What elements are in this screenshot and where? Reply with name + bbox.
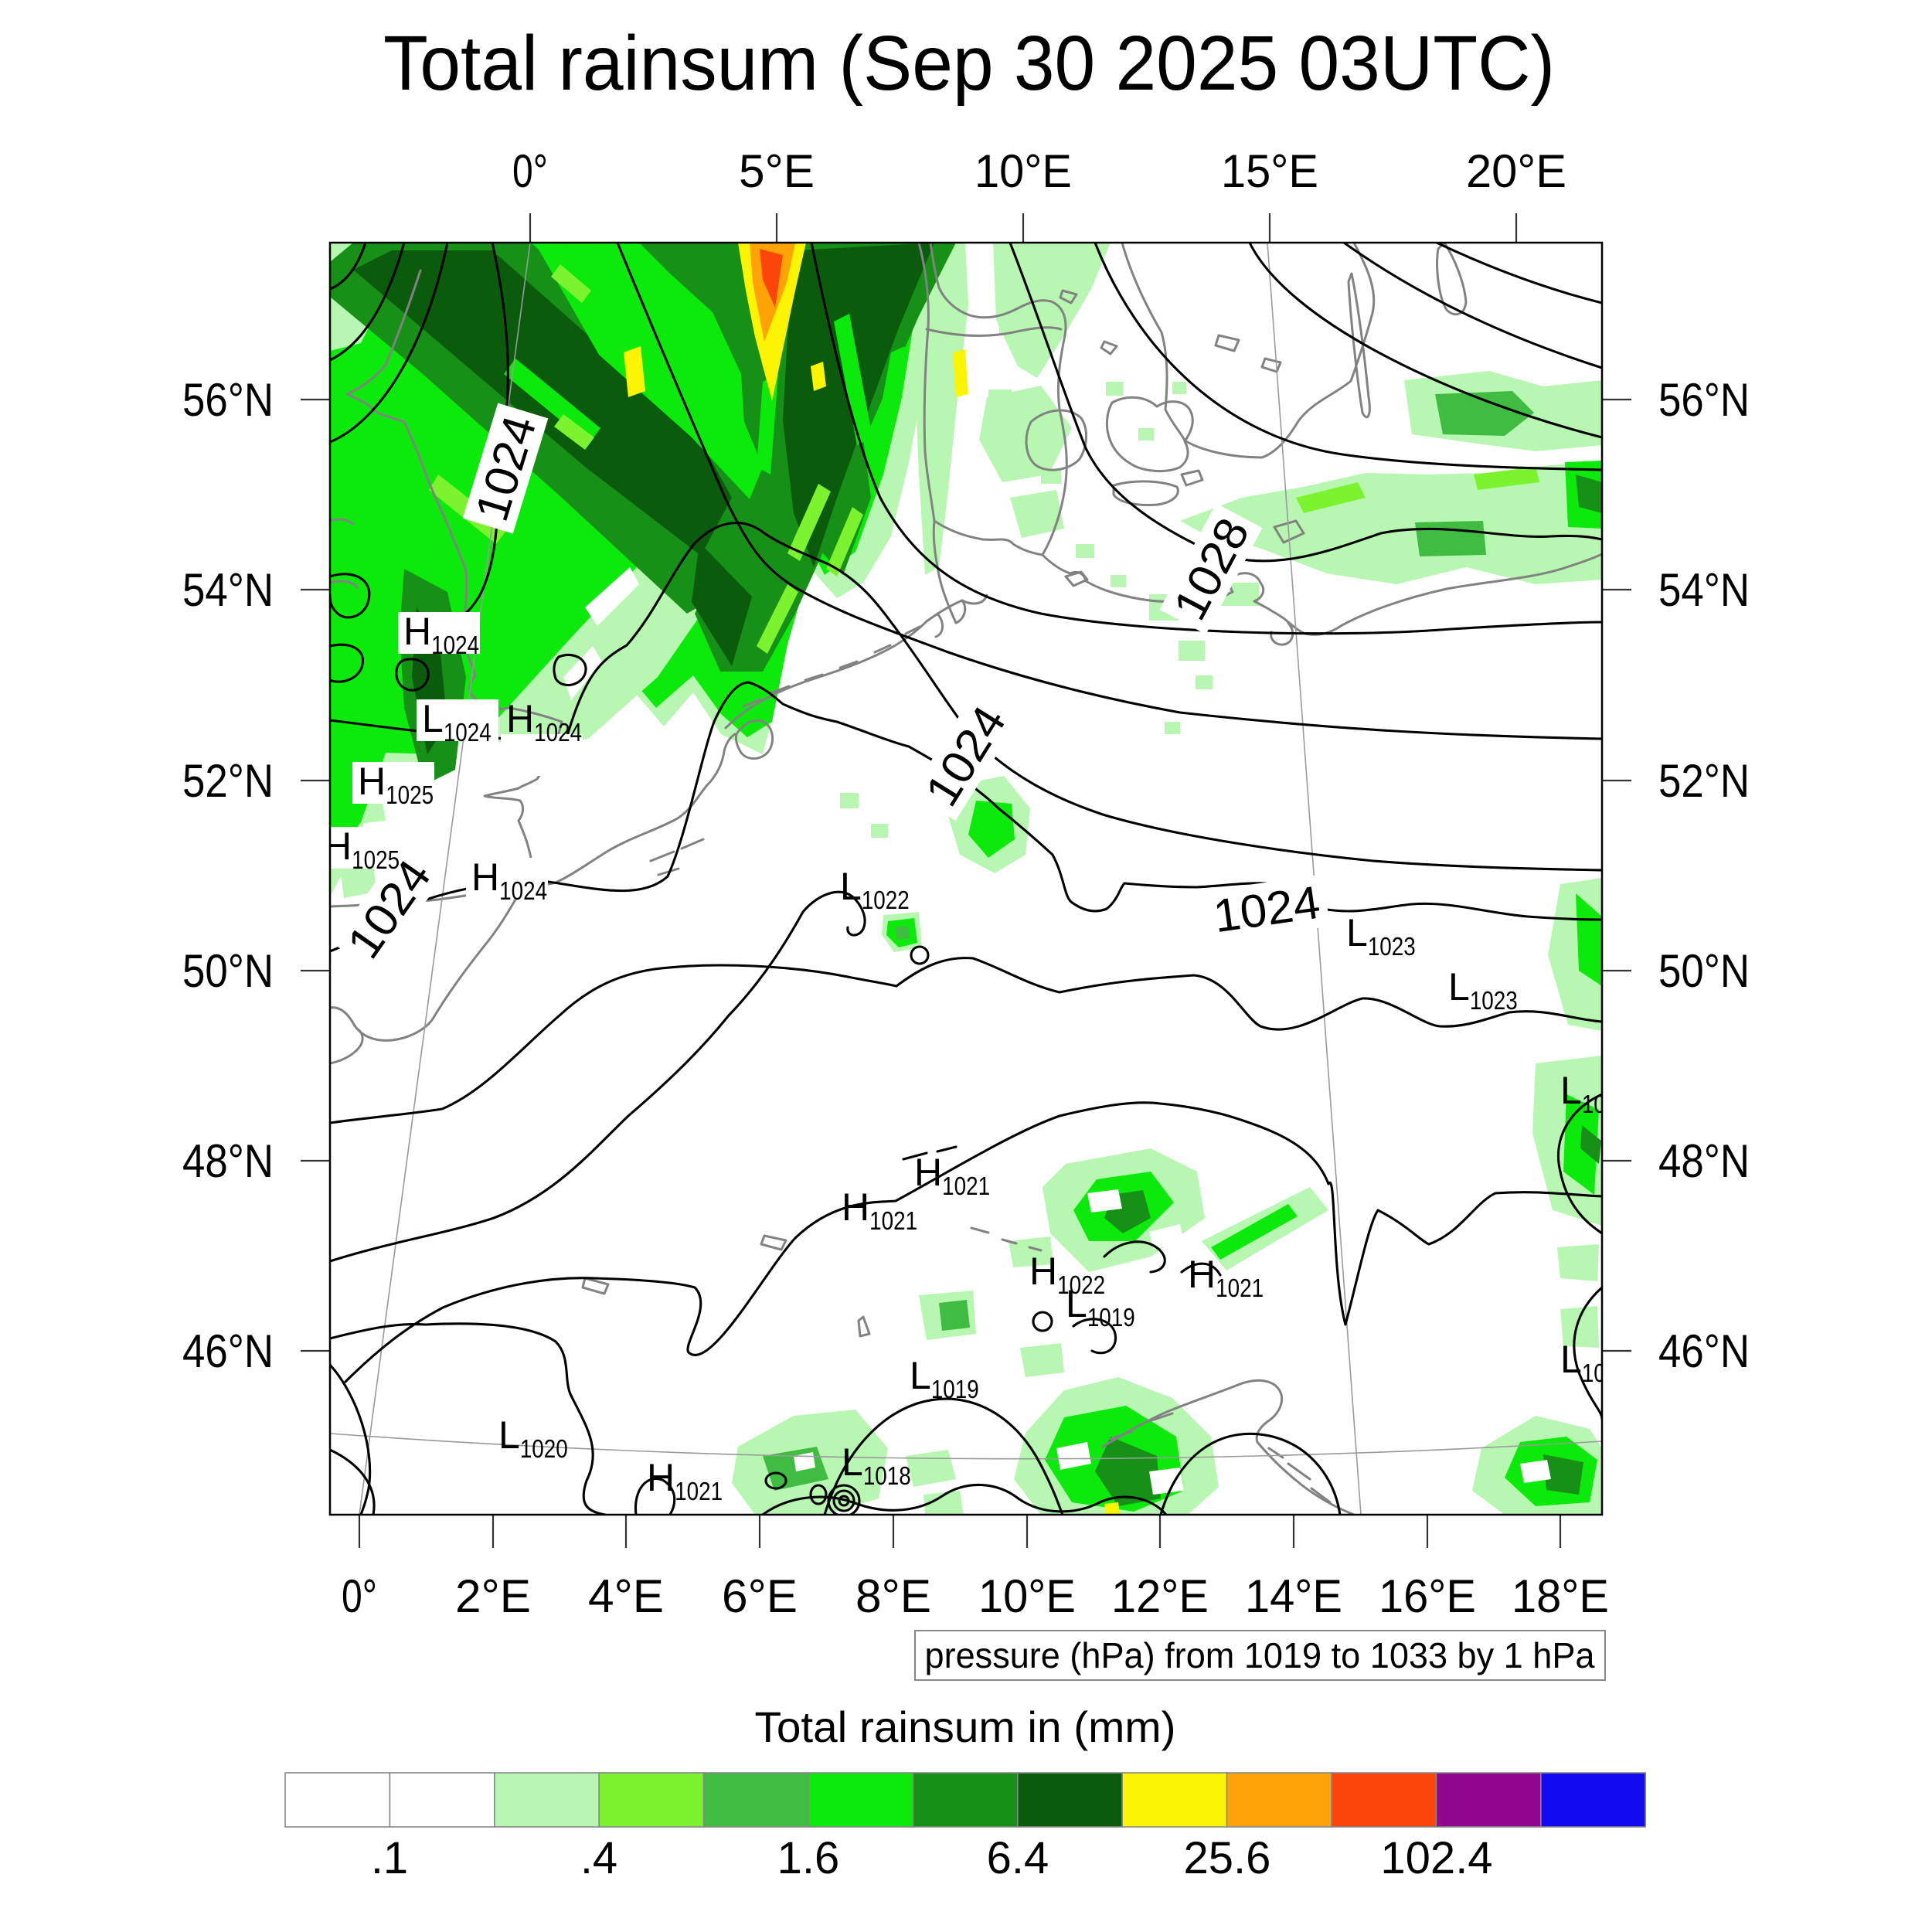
svg-text:.1: .1 xyxy=(371,1833,408,1883)
svg-text:12°E: 12°E xyxy=(1111,1570,1209,1622)
svg-text:4°E: 4°E xyxy=(588,1570,664,1622)
svg-text:.4: .4 xyxy=(580,1833,617,1883)
svg-text:56°N: 56°N xyxy=(1658,374,1750,426)
svg-text:52°N: 52°N xyxy=(1658,755,1750,807)
svg-text:10°E: 10°E xyxy=(978,1570,1076,1622)
svg-text:0°: 0° xyxy=(342,1570,377,1622)
svg-text:Total rainsum (Sep 30 2025 03U: Total rainsum (Sep 30 2025 03UTC) xyxy=(383,20,1555,107)
svg-text:52°N: 52°N xyxy=(182,755,274,807)
svg-text:6°E: 6°E xyxy=(722,1570,798,1622)
svg-text:16°E: 16°E xyxy=(1379,1570,1476,1622)
svg-text:H1025: H1025 xyxy=(324,825,400,874)
svg-text:56°N: 56°N xyxy=(182,374,274,426)
svg-text:46°N: 46°N xyxy=(182,1325,274,1377)
svg-text:25.6: 25.6 xyxy=(1184,1833,1271,1883)
svg-text:54°N: 54°N xyxy=(1658,564,1750,616)
svg-text:0°: 0° xyxy=(512,145,548,197)
svg-text:46°N: 46°N xyxy=(1658,1325,1750,1377)
svg-text:L1021: L1021 xyxy=(1560,1069,1630,1118)
svg-text:5°E: 5°E xyxy=(739,145,815,197)
svg-text:Total rainsum in (mm): Total rainsum in (mm) xyxy=(755,1702,1176,1751)
svg-text:18°E: 18°E xyxy=(1512,1570,1609,1622)
svg-text:14°E: 14°E xyxy=(1245,1570,1342,1622)
svg-text:20°E: 20°E xyxy=(1466,145,1566,197)
svg-text:pressure (hPa) from 1019 to 10: pressure (hPa) from 1019 to 1033 by 1 hP… xyxy=(925,1635,1595,1675)
svg-text:48°N: 48°N xyxy=(1658,1135,1750,1187)
svg-text:48°N: 48°N xyxy=(182,1135,274,1187)
svg-text:102.4: 102.4 xyxy=(1380,1833,1492,1883)
svg-text:6.4: 6.4 xyxy=(987,1833,1049,1883)
svg-text:8°E: 8°E xyxy=(855,1570,931,1622)
svg-text:50°N: 50°N xyxy=(182,945,274,997)
svg-text:2°E: 2°E xyxy=(455,1570,531,1622)
svg-text:54°N: 54°N xyxy=(182,564,274,616)
svg-text:10°E: 10°E xyxy=(975,145,1072,197)
svg-text:15°E: 15°E xyxy=(1221,145,1318,197)
svg-text:1.6: 1.6 xyxy=(777,1833,840,1883)
svg-text:50°N: 50°N xyxy=(1658,945,1750,997)
